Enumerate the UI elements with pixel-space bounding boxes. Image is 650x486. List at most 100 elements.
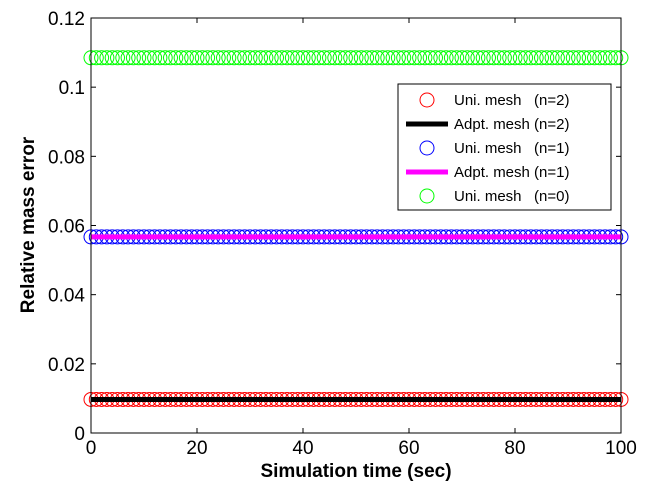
legend-label: Adpt. mesh (n=2)	[454, 116, 569, 133]
data-point	[380, 50, 396, 66]
data-point	[475, 50, 491, 66]
y-tick-label: 0.08	[48, 147, 85, 168]
data-point	[602, 50, 618, 66]
data-point	[449, 50, 465, 66]
data-point	[470, 50, 486, 66]
data-point	[454, 50, 470, 66]
data-point	[247, 50, 263, 66]
data-point	[88, 50, 104, 66]
data-point	[316, 50, 332, 66]
legend-entry: Adpt. mesh (n=1)	[406, 164, 569, 181]
data-point	[428, 50, 443, 66]
data-point	[597, 50, 613, 66]
legend-marker	[419, 92, 435, 108]
y-tick-label: 0.04	[48, 286, 85, 307]
data-point	[417, 50, 433, 66]
data-point	[306, 50, 322, 66]
data-point	[443, 50, 459, 66]
data-point	[491, 50, 507, 66]
data-point	[375, 50, 390, 66]
x-tick-label: 60	[398, 438, 419, 459]
data-point	[353, 50, 369, 66]
data-point	[406, 50, 422, 66]
data-point	[507, 50, 523, 66]
plot-area	[91, 18, 621, 433]
data-point	[125, 50, 141, 66]
data-point	[110, 50, 125, 66]
data-point	[581, 50, 597, 66]
data-point	[549, 50, 565, 66]
data-point	[412, 50, 428, 66]
data-point	[322, 50, 337, 66]
data-point	[523, 50, 539, 66]
x-tick-label: 40	[292, 438, 313, 459]
legend-label: Uni. mesh (n=2)	[454, 92, 569, 109]
data-point	[173, 50, 189, 66]
data-point	[263, 50, 279, 66]
series-layer	[83, 50, 629, 407]
legend-label: Adpt. mesh (n=1)	[454, 164, 569, 181]
data-point	[486, 50, 502, 66]
legend-label: Uni. mesh (n=0)	[454, 188, 569, 205]
data-point	[189, 50, 205, 66]
data-point	[565, 50, 581, 66]
data-point	[348, 50, 364, 66]
data-point	[253, 50, 269, 66]
data-point	[359, 50, 375, 66]
data-point	[544, 50, 560, 66]
data-point	[571, 50, 587, 66]
data-point	[502, 50, 518, 66]
y-tick-label: 0	[74, 424, 85, 445]
legend-entry: Uni. mesh (n=1)	[419, 140, 569, 157]
data-point	[496, 50, 512, 66]
data-point	[131, 50, 147, 66]
data-point	[269, 50, 284, 66]
data-point	[221, 50, 237, 66]
data-point	[534, 50, 549, 66]
data-point	[528, 50, 544, 66]
data-point	[200, 50, 216, 66]
data-point	[422, 50, 438, 66]
data-point	[555, 50, 571, 66]
data-point	[178, 50, 194, 66]
data-point	[465, 50, 481, 66]
data-point	[242, 50, 258, 66]
x-tick-label: 0	[86, 438, 97, 459]
data-point	[205, 50, 221, 66]
data-point	[157, 50, 173, 66]
data-point	[539, 50, 555, 66]
y-axis-label: Relative mass error	[18, 136, 39, 313]
data-point	[94, 50, 110, 66]
data-point	[576, 50, 592, 66]
data-point	[343, 50, 359, 66]
data-point	[438, 50, 454, 66]
data-point	[560, 50, 576, 66]
legend-marker	[419, 188, 435, 204]
y-tick-label: 0.02	[48, 355, 85, 376]
data-point	[152, 50, 168, 66]
data-point	[194, 50, 210, 66]
data-point	[337, 50, 353, 66]
data-point	[168, 50, 184, 66]
tick-layer: 0 20 40 60 80 100 0 0.02 0.04 0.06 0.08 0.1 0.12	[48, 9, 637, 459]
data-point	[99, 50, 115, 66]
data-point	[226, 50, 242, 66]
data-point	[332, 50, 348, 66]
data-point	[300, 50, 316, 66]
data-point	[369, 50, 385, 66]
data-point	[608, 50, 624, 66]
y-tick-label: 0.12	[48, 9, 85, 30]
data-point	[390, 50, 406, 66]
data-point	[147, 50, 163, 66]
data-point	[433, 50, 449, 66]
data-point	[231, 50, 247, 66]
data-point	[258, 50, 274, 66]
data-point	[401, 50, 417, 66]
data-point	[587, 50, 602, 66]
legend-label: Uni. mesh (n=1)	[454, 140, 569, 157]
data-point	[274, 50, 290, 66]
x-tick-label: 20	[186, 438, 207, 459]
data-point	[104, 50, 120, 66]
x-axis-label: Simulation time (sec)	[260, 461, 451, 482]
